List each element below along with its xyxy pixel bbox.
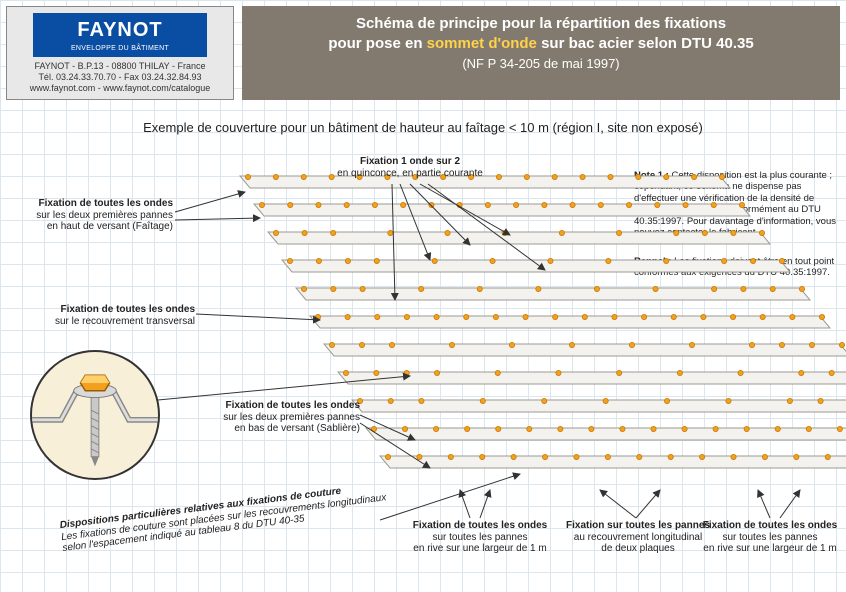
roof-svg	[200, 160, 760, 500]
label-bottom-1: Fixation de toutes les ondes sur toutes …	[400, 520, 560, 555]
label-btm3-bold: Fixation de toutes les ondes	[700, 520, 840, 532]
title-highlight: sommet d'onde	[427, 35, 537, 52]
roof-diagram	[200, 160, 760, 500]
label-left1-text: sur les deux premières pannes en haut de…	[8, 210, 173, 233]
company-box: FAYNOT ENVELOPPE DU BÂTIMENT FAYNOT - B.…	[6, 6, 234, 100]
label-left-1: Fixation de toutes les ondes sur les deu…	[8, 198, 173, 233]
label-btm1-bold: Fixation de toutes les ondes	[400, 520, 560, 532]
label-left2-text: sur le recouvrement transversal	[30, 316, 195, 328]
label-left1-bold: Fixation de toutes les ondes	[8, 198, 173, 210]
example-subtitle: Exemple de couverture pour un bâtiment d…	[0, 120, 846, 135]
title-box: Schéma de principe pour la répartition d…	[242, 6, 840, 100]
company-web: www.faynot.com - www.faynot.com/catalogu…	[13, 83, 227, 94]
label-btm2-text: au recouvrement longitudinal de deux pla…	[558, 532, 718, 555]
label-left3-text: sur les deux premières pannes en bas de …	[180, 412, 360, 435]
label-left3-bold: Fixation de toutes les ondes	[180, 400, 360, 412]
title-line3: (NF P 34-205 de mai 1997)	[252, 55, 830, 73]
header: FAYNOT ENVELOPPE DU BÂTIMENT FAYNOT - B.…	[6, 6, 840, 100]
label-top-center-text: en quinconce, en partie courante	[300, 168, 520, 180]
label-bottom-2: Fixation sur toutes les pannes au recouv…	[558, 520, 718, 555]
label-bottom-3: Fixation de toutes les ondes sur toutes …	[700, 520, 840, 555]
label-left-3: Fixation de toutes les ondes sur les deu…	[180, 400, 360, 435]
label-top-center-bold: Fixation 1 onde sur 2	[300, 156, 520, 168]
title-line1: Schéma de principe pour la répartition d…	[252, 14, 830, 34]
label-left2-bold: Fixation de toutes les ondes	[30, 304, 195, 316]
company-address: FAYNOT - B.P.13 - 08800 THILAY - France	[13, 61, 227, 72]
label-top-center: Fixation 1 onde sur 2 en quinconce, en p…	[300, 156, 520, 179]
logo-subtitle: ENVELOPPE DU BÂTIMENT	[33, 45, 207, 57]
label-btm2-bold: Fixation sur toutes les pannes	[558, 520, 718, 532]
label-btm3-text: sur toutes les pannes en rive sur une la…	[700, 532, 840, 555]
label-btm1-text: sur toutes les pannes en rive sur une la…	[400, 532, 560, 555]
logo: FAYNOT	[33, 13, 207, 45]
title-l2c: sur bac acier selon DTU 40.35	[537, 35, 754, 52]
company-tel: Tél. 03.24.33.70.70 - Fax 03.24.32.84.93	[13, 72, 227, 83]
title-l2a: pour pose en	[328, 35, 426, 52]
label-left-2: Fixation de toutes les ondes sur le reco…	[30, 304, 195, 327]
fastener-detail-svg	[32, 352, 158, 478]
title-line2: pour pose en sommet d'onde sur bac acier…	[252, 34, 830, 54]
fastener-detail	[30, 350, 160, 480]
